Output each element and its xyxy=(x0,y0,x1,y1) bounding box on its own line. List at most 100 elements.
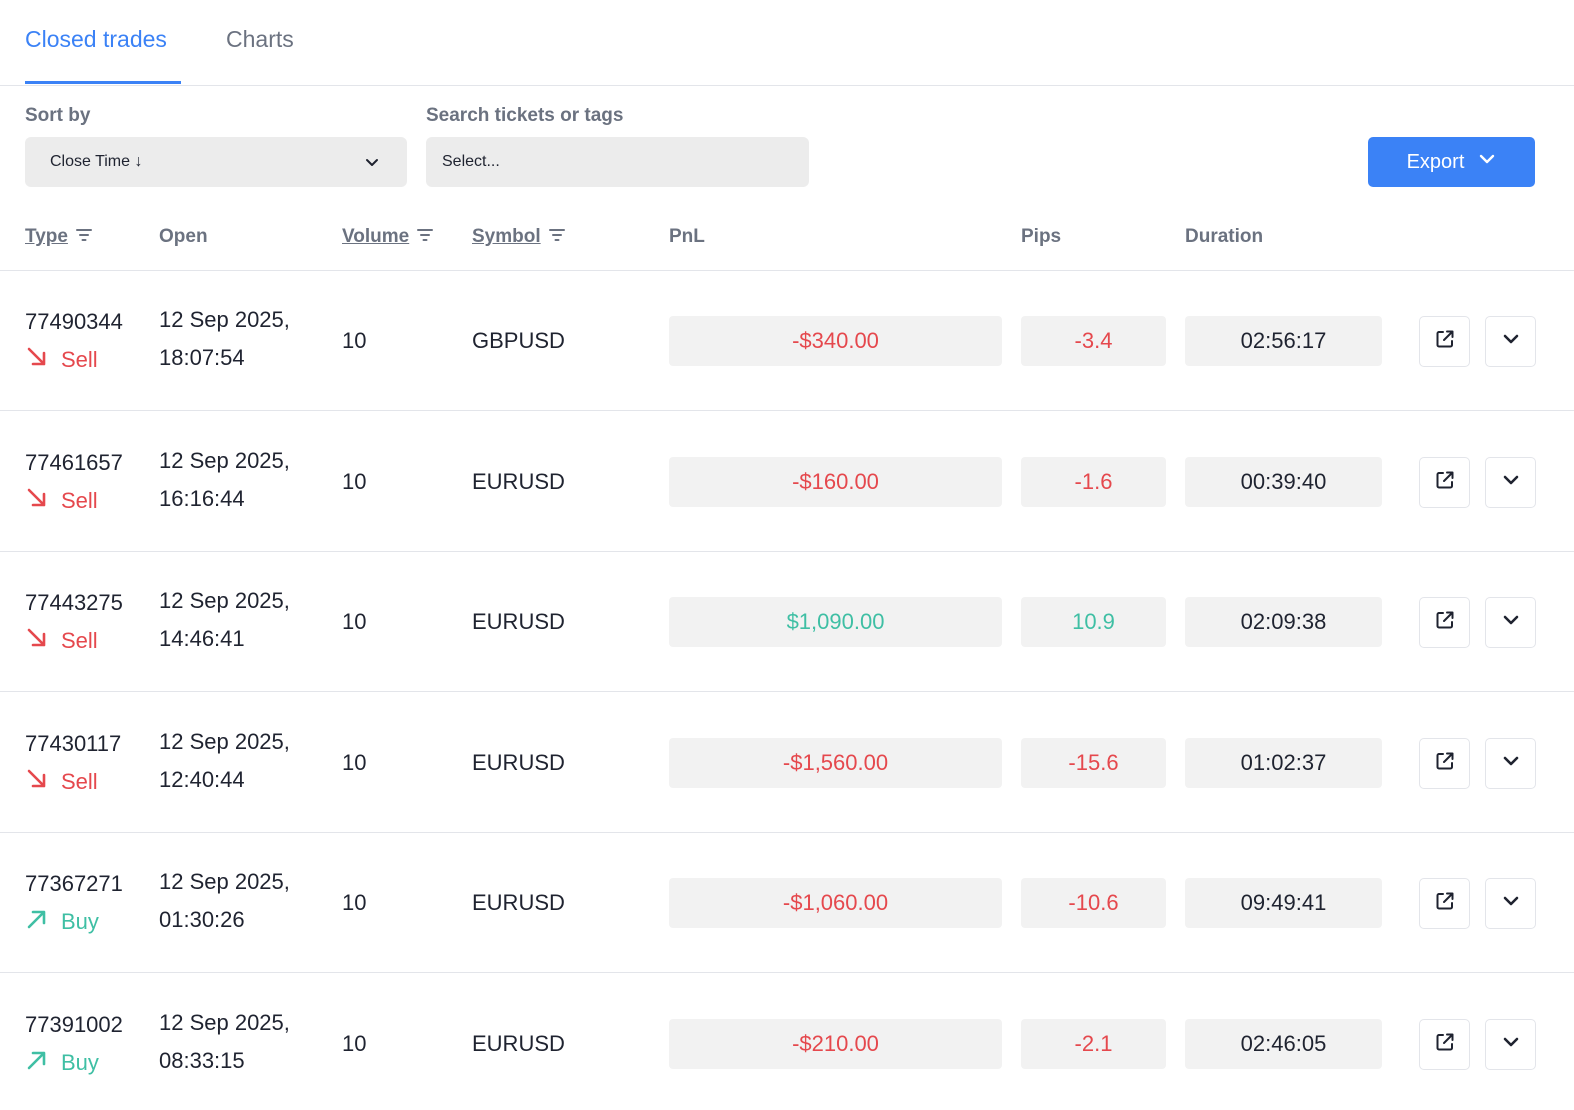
search-label: Search tickets or tags xyxy=(426,105,624,126)
expand-row-button[interactable] xyxy=(1485,316,1536,367)
ticket-number: 77391002 xyxy=(25,1011,123,1037)
external-link-icon xyxy=(1434,890,1456,917)
tab-closed-trades[interactable]: Closed trades xyxy=(25,26,167,52)
filter-icon xyxy=(417,226,434,248)
open-time: 08:33:15 xyxy=(159,1047,245,1073)
tab-charts[interactable]: Charts xyxy=(226,26,294,52)
duration-value: 02:09:38 xyxy=(1185,597,1382,647)
sort-by-label: Sort by xyxy=(25,105,91,126)
pips-value: -10.6 xyxy=(1021,878,1166,928)
open-trade-button[interactable] xyxy=(1419,456,1470,508)
open-datetime: 12 Sep 2025, 08:33:15 xyxy=(159,1004,290,1080)
column-pnl: PnL xyxy=(669,226,705,247)
expand-row-button[interactable] xyxy=(1485,597,1536,648)
expand-row-button[interactable] xyxy=(1485,878,1536,929)
open-time: 12:40:44 xyxy=(159,766,245,792)
column-type-label: Type xyxy=(25,226,68,247)
chevron-down-icon xyxy=(365,155,379,174)
column-open: Open xyxy=(159,226,208,247)
table-row[interactable]: 77490344 Sell 12 Sep 2025, 18:07:54 10 GBPUSD… xyxy=(0,271,1574,411)
tab-bar: Closed trades Charts xyxy=(0,0,1574,86)
trade-side: Sell xyxy=(25,767,98,797)
open-date: 12 Sep 2025, xyxy=(159,447,290,473)
table-row[interactable]: 77391002 Buy 12 Sep 2025, 08:33:15 10 EURUSD -… xyxy=(0,974,1574,1110)
arrow-up-right-icon xyxy=(25,907,49,937)
open-trade-button[interactable] xyxy=(1419,737,1470,789)
symbol-value: GBPUSD xyxy=(472,328,565,353)
table-row[interactable]: 77430117 Sell 12 Sep 2025, 12:40:44 10 EURUSD… xyxy=(0,693,1574,833)
pips-value: -1.6 xyxy=(1021,456,1166,507)
trade-side-label: Sell xyxy=(61,487,98,513)
column-pips: Pips xyxy=(1021,226,1062,247)
duration-value: 00:39:40 xyxy=(1185,456,1382,507)
volume-value: 10 xyxy=(342,468,367,494)
symbol-value: EURUSD xyxy=(472,1030,565,1056)
external-link-icon xyxy=(1434,469,1456,496)
pnl-value: -$340.00 xyxy=(669,316,1002,366)
search-tickets-input[interactable]: Select... xyxy=(426,137,809,187)
table-header: Type Open Volume Symbol PnL Pips Duratio… xyxy=(0,210,1574,271)
trade-side-label: Buy xyxy=(61,1049,99,1075)
ticket-number: 77490344 xyxy=(25,309,123,334)
trade-side: Sell xyxy=(25,626,98,656)
open-time: 01:30:26 xyxy=(159,907,245,932)
table-row[interactable]: 77443275 Sell 12 Sep 2025, 14:46:41 10 EURUSD… xyxy=(0,552,1574,692)
column-volume[interactable]: Volume xyxy=(342,226,434,248)
trade-side-label: Buy xyxy=(61,909,99,934)
arrow-down-right-icon xyxy=(25,767,49,797)
table-row[interactable]: 77461657 Sell 12 Sep 2025, 16:16:44 10 EURUSD… xyxy=(0,412,1574,552)
open-trade-button[interactable] xyxy=(1419,316,1470,367)
sort-by-select[interactable]: Close Time ↓ xyxy=(25,137,407,187)
expand-row-button[interactable] xyxy=(1485,456,1536,508)
pnl-value: $1,090.00 xyxy=(669,597,1002,647)
filter-icon xyxy=(75,226,92,248)
trade-side: Buy xyxy=(25,907,99,937)
open-trade-button[interactable] xyxy=(1419,597,1470,648)
trade-side: Sell xyxy=(25,345,98,375)
arrow-up-right-icon xyxy=(25,1048,49,1078)
symbol-value: EURUSD xyxy=(472,890,565,915)
external-link-icon xyxy=(1434,1031,1456,1058)
chevron-down-icon xyxy=(1501,610,1521,635)
sort-by-value: Close Time ↓ xyxy=(50,153,143,170)
column-symbol[interactable]: Symbol xyxy=(472,226,565,248)
search-placeholder: Select... xyxy=(442,153,500,170)
external-link-icon xyxy=(1434,328,1456,355)
symbol-value: EURUSD xyxy=(472,609,565,634)
expand-row-button[interactable] xyxy=(1485,737,1536,789)
pips-value: -3.4 xyxy=(1021,316,1166,366)
pnl-value: -$210.00 xyxy=(669,1018,1002,1069)
chevron-down-icon xyxy=(1501,1032,1521,1057)
open-trade-button[interactable] xyxy=(1419,1018,1470,1070)
trade-side-label: Sell xyxy=(61,628,98,653)
volume-value: 10 xyxy=(342,890,367,915)
pips-value: -2.1 xyxy=(1021,1018,1166,1069)
chevron-down-icon xyxy=(1501,470,1521,495)
open-date: 12 Sep 2025, xyxy=(159,307,290,332)
duration-value: 01:02:37 xyxy=(1185,737,1382,788)
open-datetime: 12 Sep 2025, 12:40:44 xyxy=(159,723,290,799)
open-trade-button[interactable] xyxy=(1419,878,1470,929)
ticket-number: 77443275 xyxy=(25,590,123,615)
ticket-number: 77430117 xyxy=(25,730,122,756)
open-datetime: 12 Sep 2025, 18:07:54 xyxy=(159,301,290,377)
chevron-down-icon xyxy=(1501,329,1521,354)
open-time: 16:16:44 xyxy=(159,485,245,511)
open-date: 12 Sep 2025, xyxy=(159,869,290,894)
duration-value: 02:46:05 xyxy=(1185,1018,1382,1069)
ticket-number: 77461657 xyxy=(25,449,123,475)
arrow-down-right-icon xyxy=(25,486,49,516)
chevron-down-icon xyxy=(1478,150,1496,174)
chevron-down-icon xyxy=(1501,891,1521,916)
trade-side-label: Sell xyxy=(61,347,98,372)
column-duration: Duration xyxy=(1185,226,1264,247)
active-tab-indicator xyxy=(25,81,181,84)
arrow-down-right-icon xyxy=(25,626,49,656)
pnl-value: -$160.00 xyxy=(669,456,1002,507)
export-button[interactable]: Export xyxy=(1368,137,1535,187)
expand-row-button[interactable] xyxy=(1485,1018,1536,1070)
open-date: 12 Sep 2025, xyxy=(159,1009,290,1035)
table-row[interactable]: 77367271 Buy 12 Sep 2025, 01:30:26 10 EURUSD -… xyxy=(0,833,1574,973)
column-type[interactable]: Type xyxy=(25,226,92,248)
